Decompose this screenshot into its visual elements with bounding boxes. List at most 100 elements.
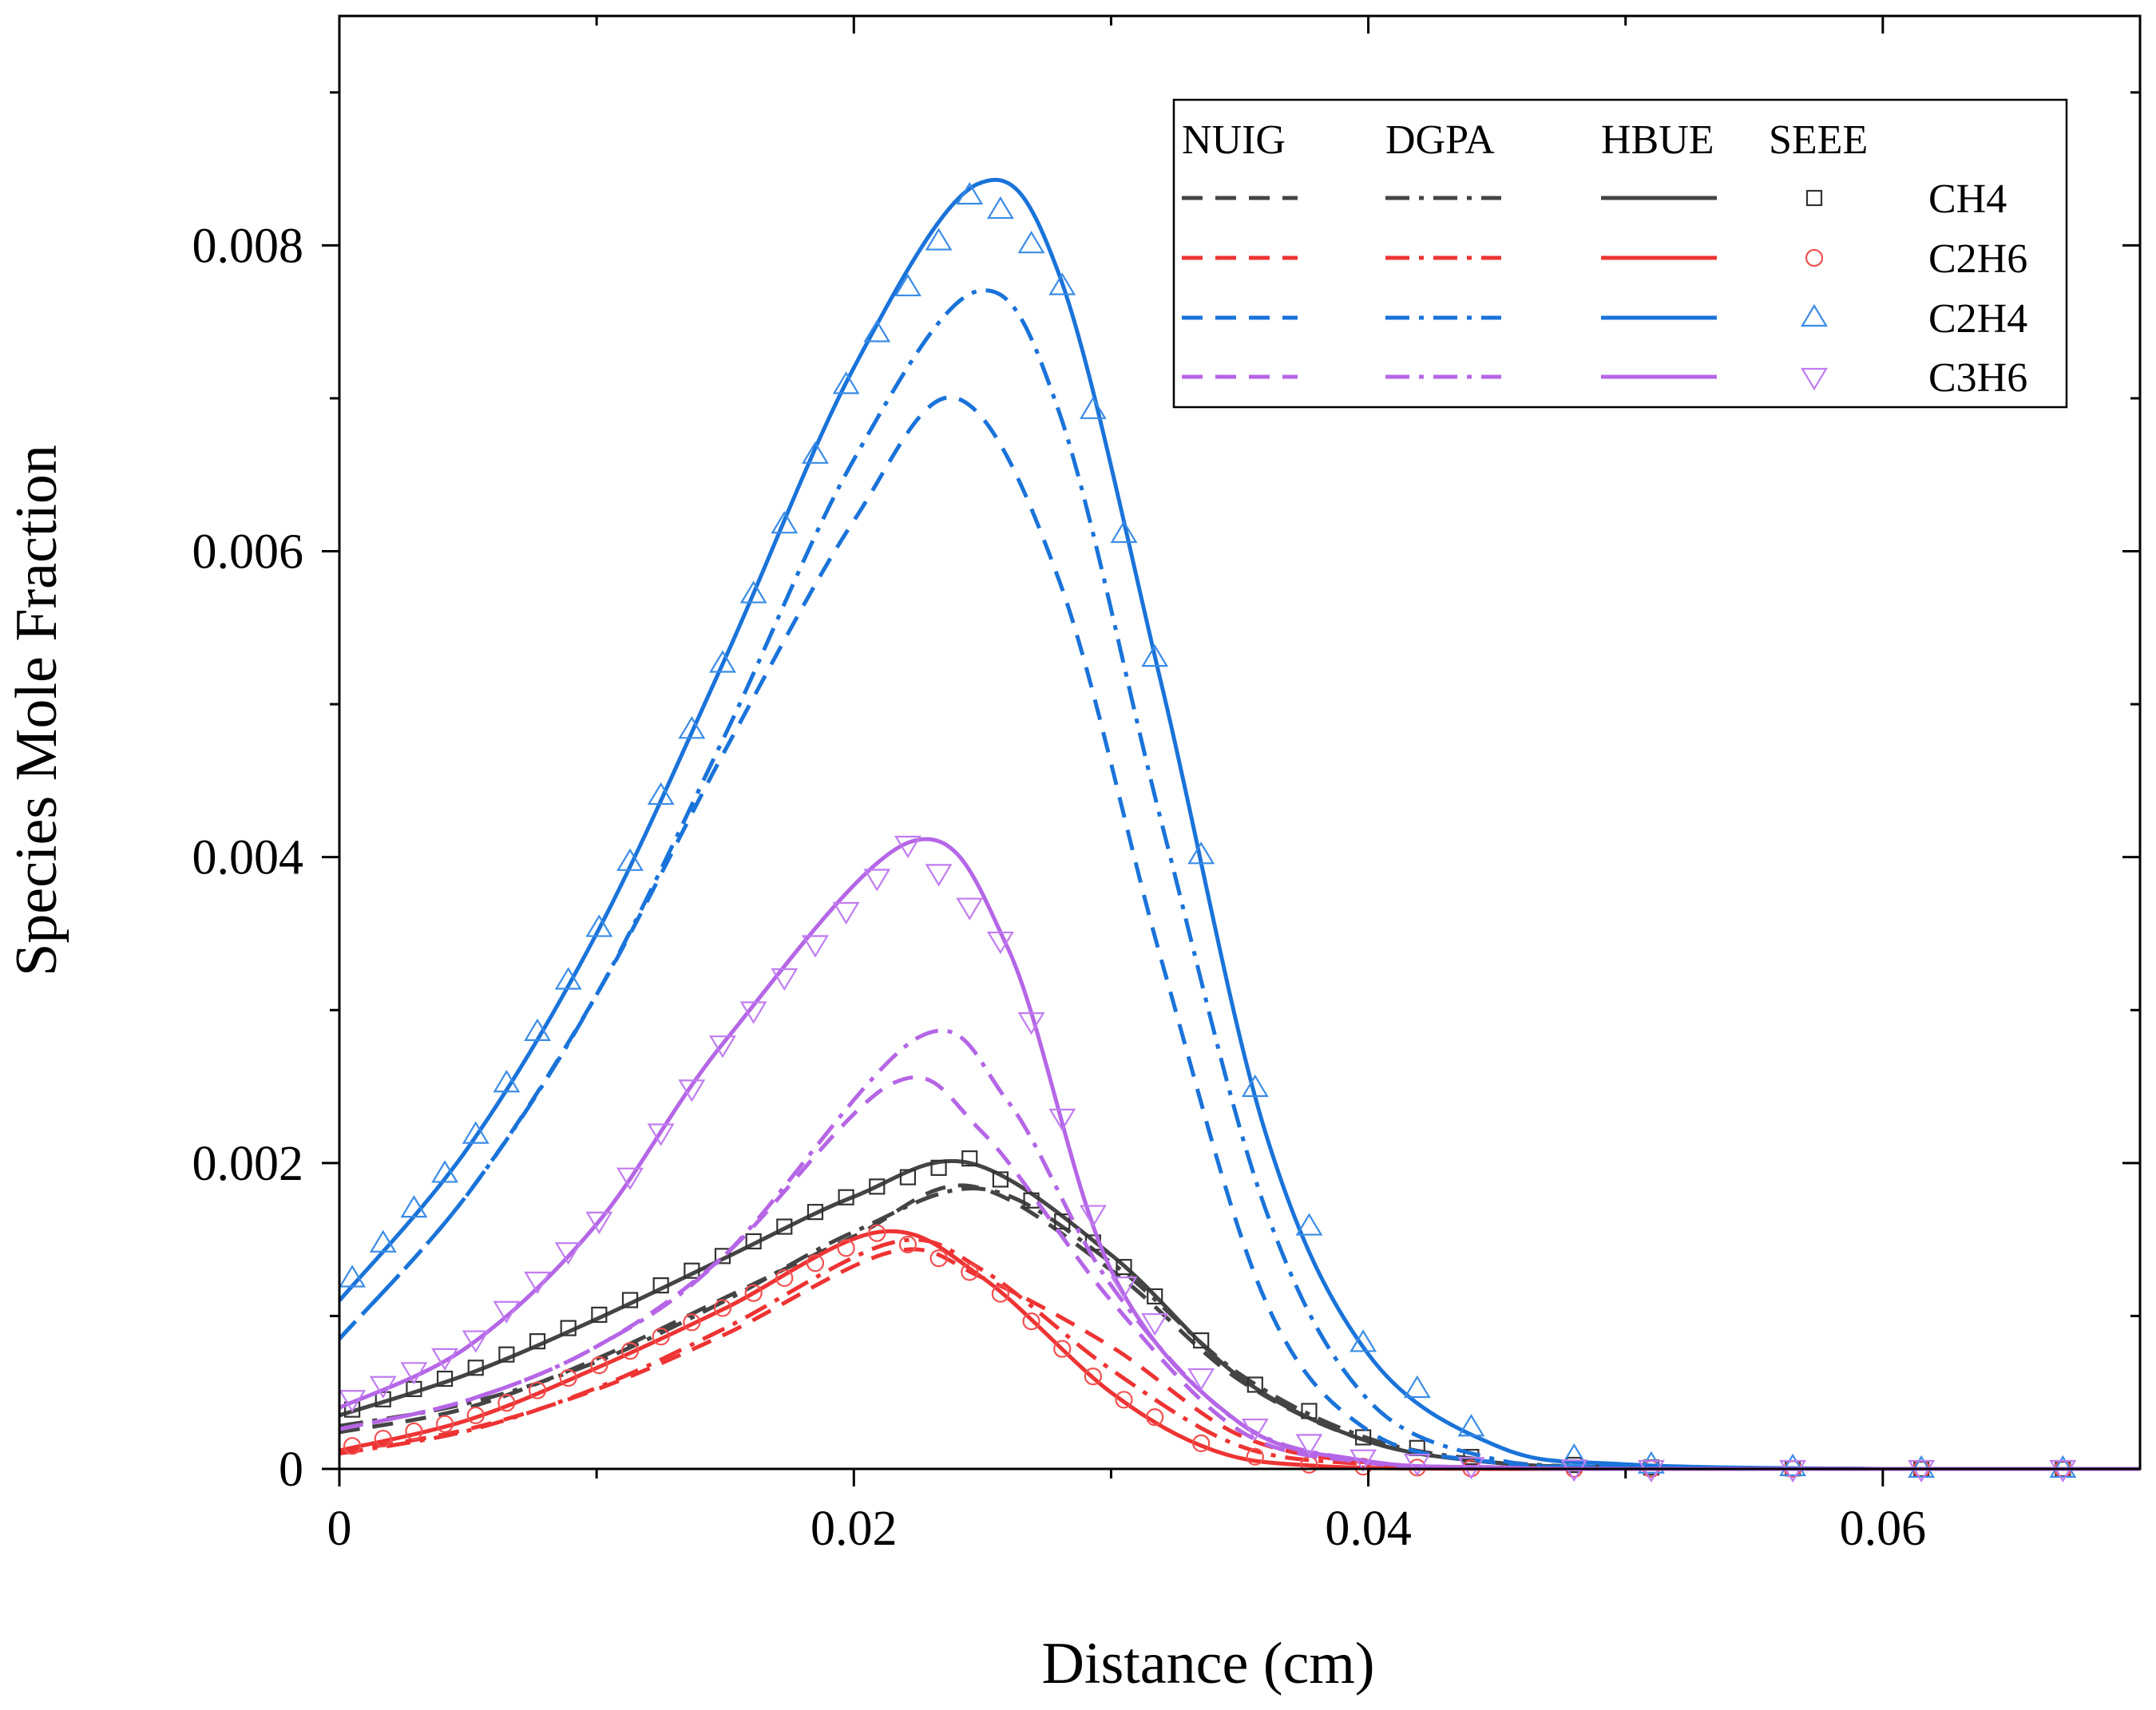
legend-label-c3h6: C3H6 (1928, 355, 2027, 401)
marker-c2h4-seee (524, 1018, 551, 1041)
marker-ch4-seee (869, 1178, 886, 1195)
marker-c3h6-seee (1241, 1418, 1269, 1442)
marker-c2h6-seee (620, 1342, 640, 1360)
marker-c3h6-seee (1349, 1449, 1377, 1472)
marker-c2h4-seee (739, 580, 767, 604)
marker-c2h6-seee (1053, 1340, 1072, 1358)
marker-c2h4-seee (1017, 231, 1045, 254)
marker-c3h6-seee (1141, 1312, 1169, 1336)
marker-c3h6-seee (369, 1376, 397, 1399)
y-tick-label: 0.004 (192, 831, 304, 885)
x-tick-label: 0.02 (810, 1502, 898, 1556)
marker-ch4-seee (467, 1360, 484, 1376)
marker-c2h4-seee (1295, 1213, 1323, 1236)
marker-c2h4-seee (1779, 1453, 1807, 1477)
marker-c3h6-seee (1908, 1459, 1936, 1483)
marker-c2h4-seee (1457, 1414, 1485, 1437)
marker-ch4-seee (1023, 1192, 1040, 1209)
legend-marker-c2h6 (1805, 248, 1824, 267)
marker-c2h4-seee (863, 319, 891, 342)
marker-c2h4-seee (1637, 1451, 1665, 1474)
marker-c2h6-seee (405, 1422, 423, 1440)
marker-c3h6-seee (339, 1390, 367, 1413)
marker-c2h4-seee (369, 1229, 397, 1253)
marker-c2h4-seee (493, 1070, 521, 1093)
marker-c2h4-seee (832, 371, 860, 394)
marker-c3h6-seee (554, 1242, 582, 1265)
marker-c2h6-seee (559, 1368, 577, 1387)
marker-c3h6-seee (493, 1300, 521, 1324)
legend-header-seee: SEEE (1769, 117, 1868, 163)
marker-c2h4-seee (802, 441, 829, 464)
marker-c2h4-seee (1110, 520, 1138, 544)
marker-c2h6-seee (837, 1239, 855, 1257)
marker-c3h6-seee (1560, 1459, 1588, 1482)
marker-c2h4-seee (1403, 1375, 1431, 1399)
marker-ch4-seee (1246, 1376, 1263, 1393)
marker-c2h6-seee (683, 1313, 701, 1332)
marker-ch4-seee (652, 1277, 669, 1294)
marker-c3h6-seee (585, 1211, 613, 1235)
marker-c2h4-seee (431, 1160, 459, 1183)
marker-c2h4-seee (554, 967, 582, 990)
marker-c2h6-seee (1192, 1434, 1211, 1453)
marker-c3h6-seee (739, 1001, 767, 1024)
legend-marker-ch4 (1805, 189, 1823, 207)
marker-ch4-seee (560, 1320, 577, 1336)
marker-ch4-seee (1147, 1288, 1163, 1304)
legend-header-nuig: NUIG (1182, 117, 1286, 163)
marker-c2h4-seee (771, 511, 799, 534)
legend-label-c2h4: C2H4 (1928, 296, 2027, 342)
marker-c2h4-seee (894, 273, 921, 297)
plot-frame (338, 14, 2142, 1471)
marker-c3h6-seee (2049, 1459, 2077, 1483)
marker-c2h6-seee (1246, 1447, 1264, 1466)
marker-c2h4-seee (709, 650, 736, 673)
series-c2h4-seee (339, 181, 2077, 1478)
marker-c2h4-seee (585, 914, 613, 937)
marker-c2h6-seee (1084, 1367, 1102, 1386)
legend-marker-c3h6 (1801, 367, 1828, 391)
marker-ch4-seee (992, 1171, 1009, 1188)
marker-c2h4-seee (986, 196, 1014, 220)
marker-c2h6-seee (898, 1235, 917, 1253)
marker-c2h6-seee (435, 1415, 454, 1433)
marker-c2h6-seee (466, 1406, 485, 1424)
marker-c2h4-seee (1048, 272, 1076, 295)
marker-c2h6-seee (652, 1328, 670, 1346)
marker-c2h6-seee (806, 1254, 825, 1273)
marker-c2h4-seee (1187, 841, 1215, 865)
marker-ch4-seee (621, 1292, 639, 1308)
marker-c2h4-seee (1141, 644, 1169, 667)
marker-c3h6-seee (1110, 1277, 1138, 1300)
marker-c2h6-seee (374, 1429, 392, 1448)
marker-c2h6-seee (343, 1437, 362, 1455)
marker-ch4-seee (375, 1391, 391, 1407)
marker-ch4-seee (776, 1218, 793, 1235)
marker-c3h6-seee (802, 935, 829, 958)
marker-c2h6-seee (1115, 1391, 1133, 1409)
marker-c2h4-seee (1560, 1443, 1588, 1467)
marker-c2h4-seee (1349, 1329, 1377, 1352)
marker-c2h4-seee (1079, 396, 1107, 419)
marker-c2h6-seee (991, 1284, 1010, 1303)
marker-c2h6-seee (713, 1299, 732, 1317)
marker-c3h6-seee (1048, 1108, 1076, 1131)
marker-c3h6-seee (678, 1079, 706, 1102)
series-c3h6-seee (339, 835, 2077, 1483)
marker-c2h4-seee (925, 228, 953, 251)
y-tick-label: 0.002 (192, 1137, 304, 1191)
y-tick-label: 0.006 (192, 525, 304, 580)
marker-c2h4-seee (462, 1121, 489, 1144)
legend: NUIG DGPA HBUE SEEE CH4 C2H6 C2H4 C3H6 (1172, 98, 2068, 409)
marker-ch4-seee (684, 1262, 700, 1279)
marker-c2h4-seee (647, 782, 675, 806)
legend-label-c2h6: C2H6 (1928, 236, 2027, 282)
marker-c3h6-seee (400, 1362, 428, 1385)
marker-c2h6-seee (961, 1263, 979, 1281)
marker-c3h6-seee (1403, 1454, 1431, 1477)
marker-c2h6-seee (744, 1284, 763, 1302)
marker-ch4-seee (714, 1248, 731, 1265)
marker-c2h4-seee (678, 716, 706, 739)
